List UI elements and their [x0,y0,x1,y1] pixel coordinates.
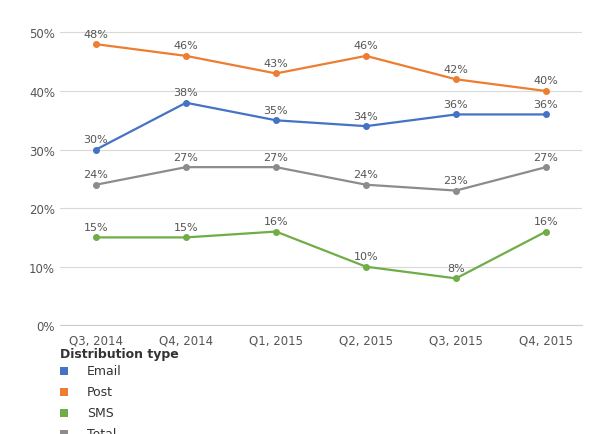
Text: 34%: 34% [353,112,379,122]
Text: 24%: 24% [83,170,109,180]
Email [182,101,190,106]
Line: Total: Total [93,165,549,194]
Total [272,165,280,171]
Text: 36%: 36% [443,100,469,110]
Email [92,148,100,153]
Email [542,112,550,118]
Text: 43%: 43% [263,59,289,69]
Text: Post: Post [87,385,113,398]
Total [92,183,100,188]
Text: 16%: 16% [263,217,289,227]
Text: 24%: 24% [353,170,379,180]
Total [362,183,370,188]
SMS [182,235,190,240]
SMS [542,230,550,235]
Text: Distribution type: Distribution type [60,347,179,360]
Text: Email: Email [87,365,122,378]
Text: 42%: 42% [443,65,469,75]
Text: Total: Total [87,427,116,434]
Post [542,89,550,95]
Text: 30%: 30% [83,135,109,145]
Text: 23%: 23% [443,176,469,186]
Text: SMS: SMS [87,406,114,419]
Total [542,165,550,171]
Text: 10%: 10% [353,252,379,262]
Total [182,165,190,171]
Text: 15%: 15% [83,222,109,232]
Text: 27%: 27% [173,152,199,162]
Line: Post: Post [93,42,549,95]
SMS [362,264,370,270]
Line: Email: Email [93,101,549,153]
Text: 36%: 36% [533,100,559,110]
SMS [92,235,100,240]
Post [182,54,190,59]
Post [272,72,280,77]
Text: 15%: 15% [173,222,199,232]
Text: 35%: 35% [263,105,289,115]
Post [452,78,460,83]
SMS [452,276,460,281]
Total [452,188,460,194]
Text: 40%: 40% [533,76,559,86]
Email [452,112,460,118]
Text: 8%: 8% [447,263,465,273]
Email [362,124,370,129]
Text: 46%: 46% [353,41,379,51]
Line: SMS: SMS [93,229,549,282]
Post [362,54,370,59]
Text: 48%: 48% [83,30,109,39]
Post [92,43,100,48]
SMS [272,230,280,235]
Email [272,118,280,124]
Text: 38%: 38% [173,88,199,98]
Text: 46%: 46% [173,41,199,51]
Text: 27%: 27% [263,152,289,162]
Text: 16%: 16% [533,217,559,227]
Text: 27%: 27% [533,152,559,162]
